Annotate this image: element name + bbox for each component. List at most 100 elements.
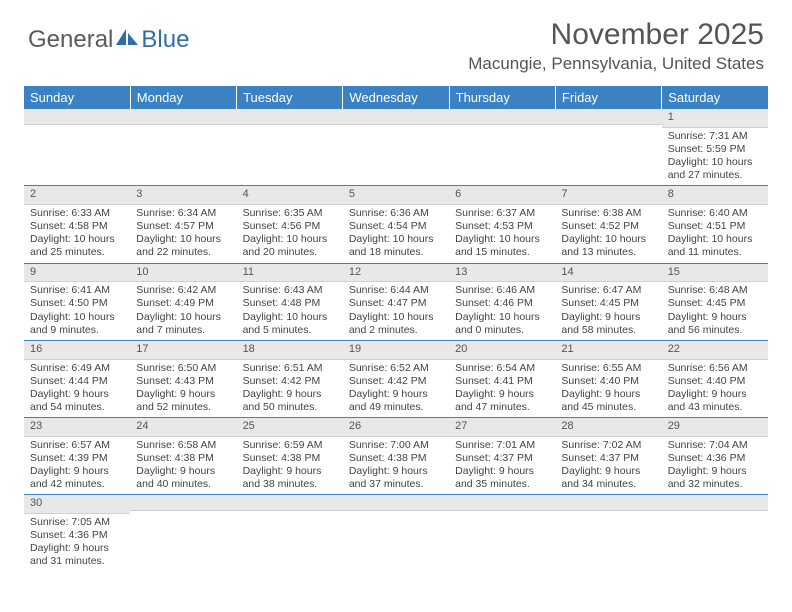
sunrise-text: Sunrise: 6:52 AM (349, 362, 443, 375)
calendar-cell: 30Sunrise: 7:05 AMSunset: 4:36 PMDayligh… (24, 495, 130, 572)
day-number: 25 (237, 418, 343, 437)
day-content: Sunrise: 7:00 AMSunset: 4:38 PMDaylight:… (343, 437, 449, 495)
daylight-text: Daylight: 9 hours and 45 minutes. (561, 388, 655, 414)
month-title: November 2025 (468, 18, 764, 52)
daylight-text: Daylight: 10 hours and 20 minutes. (243, 233, 337, 259)
calendar-cell: 11Sunrise: 6:43 AMSunset: 4:48 PMDayligh… (237, 263, 343, 340)
day-content: Sunrise: 6:34 AMSunset: 4:57 PMDaylight:… (130, 205, 236, 263)
sunset-text: Sunset: 4:43 PM (136, 375, 230, 388)
calendar-cell (343, 495, 449, 572)
sunrise-text: Sunrise: 6:41 AM (30, 284, 124, 297)
daylight-text: Daylight: 10 hours and 9 minutes. (30, 311, 124, 337)
day-content: Sunrise: 6:47 AMSunset: 4:45 PMDaylight:… (555, 282, 661, 340)
day-number: 1 (662, 109, 768, 128)
col-wednesday: Wednesday (343, 86, 449, 109)
col-monday: Monday (130, 86, 236, 109)
sunset-text: Sunset: 4:48 PM (243, 297, 337, 310)
sunrise-text: Sunrise: 7:01 AM (455, 439, 549, 452)
calendar-cell: 18Sunrise: 6:51 AMSunset: 4:42 PMDayligh… (237, 340, 343, 417)
daylight-text: Daylight: 9 hours and 54 minutes. (30, 388, 124, 414)
sunset-text: Sunset: 4:54 PM (349, 220, 443, 233)
daylight-text: Daylight: 10 hours and 11 minutes. (668, 233, 762, 259)
day-number: 27 (449, 418, 555, 437)
day-number: 14 (555, 264, 661, 283)
calendar-cell (237, 109, 343, 186)
sunrise-text: Sunrise: 6:54 AM (455, 362, 549, 375)
calendar-cell: 21Sunrise: 6:55 AMSunset: 4:40 PMDayligh… (555, 340, 661, 417)
sunrise-text: Sunrise: 6:47 AM (561, 284, 655, 297)
calendar-cell: 15Sunrise: 6:48 AMSunset: 4:45 PMDayligh… (662, 263, 768, 340)
logo-text-blue: Blue (141, 26, 189, 54)
calendar-cell: 19Sunrise: 6:52 AMSunset: 4:42 PMDayligh… (343, 340, 449, 417)
day-content: Sunrise: 6:57 AMSunset: 4:39 PMDaylight:… (24, 437, 130, 495)
col-sunday: Sunday (24, 86, 130, 109)
day-content: Sunrise: 7:04 AMSunset: 4:36 PMDaylight:… (662, 437, 768, 495)
daylight-text: Daylight: 10 hours and 7 minutes. (136, 311, 230, 337)
calendar-cell (130, 495, 236, 572)
sunrise-text: Sunrise: 7:05 AM (30, 516, 124, 529)
calendar-cell: 2Sunrise: 6:33 AMSunset: 4:58 PMDaylight… (24, 186, 130, 263)
sunset-text: Sunset: 4:36 PM (668, 452, 762, 465)
calendar-cell: 22Sunrise: 6:56 AMSunset: 4:40 PMDayligh… (662, 340, 768, 417)
sunrise-text: Sunrise: 6:51 AM (243, 362, 337, 375)
calendar-cell: 23Sunrise: 6:57 AMSunset: 4:39 PMDayligh… (24, 418, 130, 495)
sunrise-text: Sunrise: 6:33 AM (30, 207, 124, 220)
sunset-text: Sunset: 5:59 PM (668, 143, 762, 156)
day-number: 6 (449, 186, 555, 205)
day-content: Sunrise: 6:48 AMSunset: 4:45 PMDaylight:… (662, 282, 768, 340)
day-number (449, 109, 555, 125)
sunset-text: Sunset: 4:47 PM (349, 297, 443, 310)
day-number: 2 (24, 186, 130, 205)
daylight-text: Daylight: 9 hours and 52 minutes. (136, 388, 230, 414)
sunrise-text: Sunrise: 6:36 AM (349, 207, 443, 220)
calendar-cell (343, 109, 449, 186)
day-content: Sunrise: 7:01 AMSunset: 4:37 PMDaylight:… (449, 437, 555, 495)
location-subtitle: Macungie, Pennsylvania, United States (468, 54, 764, 74)
daylight-text: Daylight: 9 hours and 40 minutes. (136, 465, 230, 491)
sunrise-text: Sunrise: 6:49 AM (30, 362, 124, 375)
sunset-text: Sunset: 4:42 PM (243, 375, 337, 388)
sunrise-text: Sunrise: 6:44 AM (349, 284, 443, 297)
calendar-table: Sunday Monday Tuesday Wednesday Thursday… (24, 86, 768, 572)
sunrise-text: Sunrise: 6:43 AM (243, 284, 337, 297)
day-content: Sunrise: 6:44 AMSunset: 4:47 PMDaylight:… (343, 282, 449, 340)
sunset-text: Sunset: 4:40 PM (561, 375, 655, 388)
sunset-text: Sunset: 4:58 PM (30, 220, 124, 233)
col-friday: Friday (555, 86, 661, 109)
day-number: 19 (343, 341, 449, 360)
calendar-cell: 12Sunrise: 6:44 AMSunset: 4:47 PMDayligh… (343, 263, 449, 340)
sunrise-text: Sunrise: 6:48 AM (668, 284, 762, 297)
daylight-text: Daylight: 10 hours and 13 minutes. (561, 233, 655, 259)
daylight-text: Daylight: 9 hours and 56 minutes. (668, 311, 762, 337)
day-number (237, 109, 343, 125)
day-number: 10 (130, 264, 236, 283)
day-number: 28 (555, 418, 661, 437)
calendar-cell: 27Sunrise: 7:01 AMSunset: 4:37 PMDayligh… (449, 418, 555, 495)
day-content: Sunrise: 6:46 AMSunset: 4:46 PMDaylight:… (449, 282, 555, 340)
daylight-text: Daylight: 9 hours and 35 minutes. (455, 465, 549, 491)
daylight-text: Daylight: 10 hours and 27 minutes. (668, 156, 762, 182)
sunrise-text: Sunrise: 6:35 AM (243, 207, 337, 220)
day-number: 7 (555, 186, 661, 205)
sunrise-text: Sunrise: 6:57 AM (30, 439, 124, 452)
day-number: 15 (662, 264, 768, 283)
daylight-text: Daylight: 10 hours and 5 minutes. (243, 311, 337, 337)
sunset-text: Sunset: 4:42 PM (349, 375, 443, 388)
daylight-text: Daylight: 10 hours and 2 minutes. (349, 311, 443, 337)
day-content: Sunrise: 6:36 AMSunset: 4:54 PMDaylight:… (343, 205, 449, 263)
calendar-cell: 6Sunrise: 6:37 AMSunset: 4:53 PMDaylight… (449, 186, 555, 263)
title-block: November 2025 Macungie, Pennsylvania, Un… (468, 18, 764, 74)
daylight-text: Daylight: 10 hours and 0 minutes. (455, 311, 549, 337)
sunset-text: Sunset: 4:45 PM (668, 297, 762, 310)
sunrise-text: Sunrise: 6:46 AM (455, 284, 549, 297)
calendar-cell (237, 495, 343, 572)
day-number (555, 495, 661, 511)
logo-text-general: General (28, 26, 113, 54)
daylight-text: Daylight: 9 hours and 50 minutes. (243, 388, 337, 414)
day-number: 17 (130, 341, 236, 360)
sunrise-text: Sunrise: 6:37 AM (455, 207, 549, 220)
sunset-text: Sunset: 4:36 PM (30, 529, 124, 542)
daylight-text: Daylight: 9 hours and 43 minutes. (668, 388, 762, 414)
day-content: Sunrise: 6:40 AMSunset: 4:51 PMDaylight:… (662, 205, 768, 263)
calendar-row: 30Sunrise: 7:05 AMSunset: 4:36 PMDayligh… (24, 495, 768, 572)
